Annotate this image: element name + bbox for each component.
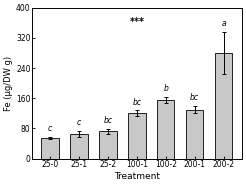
Bar	[186, 110, 203, 159]
Text: bc: bc	[190, 93, 199, 102]
Y-axis label: Fe (μg/DW g): Fe (μg/DW g)	[4, 56, 13, 111]
Text: c: c	[48, 124, 52, 133]
Text: b: b	[163, 84, 168, 93]
Bar	[215, 53, 232, 159]
Text: ***: ***	[129, 17, 144, 27]
Bar	[128, 113, 146, 159]
Text: a: a	[221, 19, 226, 28]
Text: c: c	[77, 118, 81, 127]
Text: bc: bc	[132, 97, 141, 107]
Bar	[70, 134, 88, 159]
X-axis label: Treatment: Treatment	[114, 172, 160, 181]
Bar	[42, 138, 59, 159]
Bar	[99, 132, 117, 159]
Text: bc: bc	[103, 116, 113, 125]
Bar	[157, 100, 174, 159]
